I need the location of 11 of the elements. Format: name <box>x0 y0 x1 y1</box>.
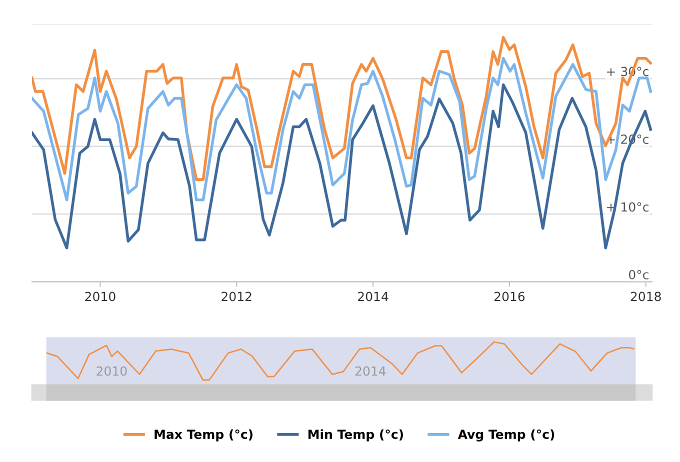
x-tick-label: 2014 <box>355 366 386 376</box>
x-tick-label: 2014 <box>358 292 388 302</box>
legend-label: Avg Temp (°c) <box>458 429 554 442</box>
x-tick-label: 2018 <box>630 292 661 302</box>
y-tick-label: 0°c <box>628 270 648 280</box>
legend-label: Max Temp (°c) <box>154 429 252 442</box>
x-tick-label: 2012 <box>222 292 252 302</box>
legend-label: Min Temp (°c) <box>308 429 403 442</box>
x-tick-label: 2010 <box>85 292 116 302</box>
x-tick-label: 2016 <box>494 292 525 302</box>
x-tick-label: 2010 <box>96 366 127 376</box>
